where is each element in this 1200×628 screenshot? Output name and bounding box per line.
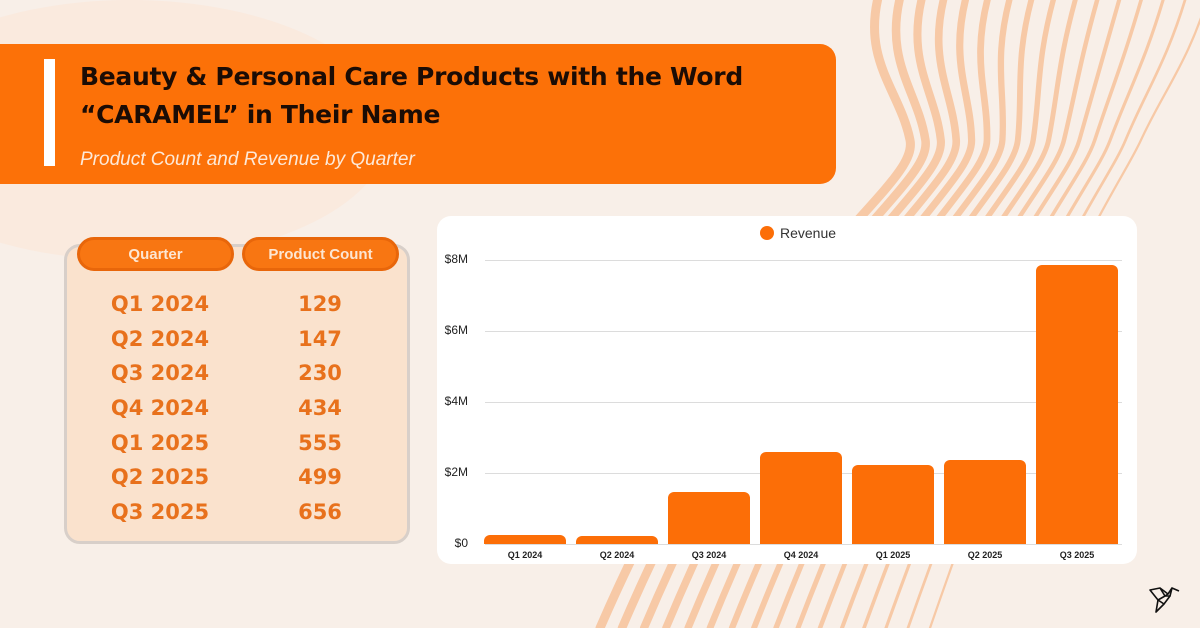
count-cell: 230 (298, 361, 342, 386)
revenue-bar (852, 465, 934, 544)
header-accent-bar (44, 59, 55, 166)
count-cell: 555 (298, 430, 342, 455)
quarter-cell: Q2 2024 (110, 326, 210, 351)
x-axis-tick-label: Q4 2024 (783, 550, 819, 560)
revenue-bar (944, 459, 1026, 544)
quarter-cell: Q1 2025 (110, 430, 210, 455)
count-cell: 129 (298, 292, 342, 317)
y-axis-tick-label: $6M (444, 323, 468, 337)
revenue-bar (1036, 264, 1118, 544)
revenue-bar (576, 535, 658, 544)
quarter-cell: Q3 2025 (110, 499, 210, 524)
table-row: Q1 2025 555 (64, 425, 410, 460)
y-axis-tick-label: $4M (444, 394, 468, 408)
count-cell: 656 (298, 499, 342, 524)
column-header-product-count: Product Count (242, 237, 399, 271)
quarter-cell: Q1 2024 (110, 292, 210, 317)
page-title: Beauty & Personal Care Products with the… (80, 62, 743, 129)
y-axis-tick-label: $0 (454, 536, 468, 550)
count-cell: 499 (298, 465, 342, 490)
legend-dot-icon (760, 226, 774, 240)
quarter-cell: Q2 2025 (110, 465, 210, 490)
gridline (485, 260, 1122, 261)
column-header-quarter: Quarter (77, 237, 234, 271)
gridline (485, 544, 1122, 545)
chart-legend: Revenue (760, 225, 836, 241)
table-body: Q1 2024 129 Q2 2024 147 Q3 2024 230 Q4 2024… (64, 287, 410, 529)
page-subtitle: Product Count and Revenue by Quarter (80, 149, 415, 170)
quarter-cell: Q4 2024 (110, 396, 210, 421)
revenue-bar (668, 491, 750, 544)
gridline (485, 331, 1122, 332)
table-row: Q3 2024 230 (64, 356, 410, 391)
x-axis-tick-label: Q3 2024 (691, 550, 727, 560)
y-axis-tick-label: $8M (444, 252, 468, 266)
hummingbird-logo-icon (1149, 587, 1180, 613)
legend-label: Revenue (780, 225, 837, 241)
table-row: Q2 2025 499 (64, 460, 410, 495)
product-count-table (64, 244, 410, 544)
table-row: Q2 2024 147 (64, 322, 410, 357)
table-row: Q3 2025 656 (64, 495, 410, 530)
revenue-bar (760, 451, 842, 544)
count-cell: 434 (298, 396, 342, 421)
gridline (485, 402, 1122, 403)
x-axis-tick-label: Q2 2024 (599, 550, 635, 560)
header-banner (0, 44, 836, 184)
x-axis-tick-label: Q3 2025 (1059, 550, 1095, 560)
x-axis-tick-label: Q2 2025 (967, 550, 1003, 560)
quarter-cell: Q3 2024 (110, 361, 210, 386)
revenue-bar (484, 535, 566, 544)
y-axis-tick-label: $2M (444, 465, 468, 479)
table-row: Q4 2024 434 (64, 391, 410, 426)
table-row: Q1 2024 129 (64, 287, 410, 322)
x-axis-tick-label: Q1 2025 (875, 550, 911, 560)
x-axis-tick-label: Q1 2024 (507, 550, 543, 560)
count-cell: 147 (298, 326, 342, 351)
